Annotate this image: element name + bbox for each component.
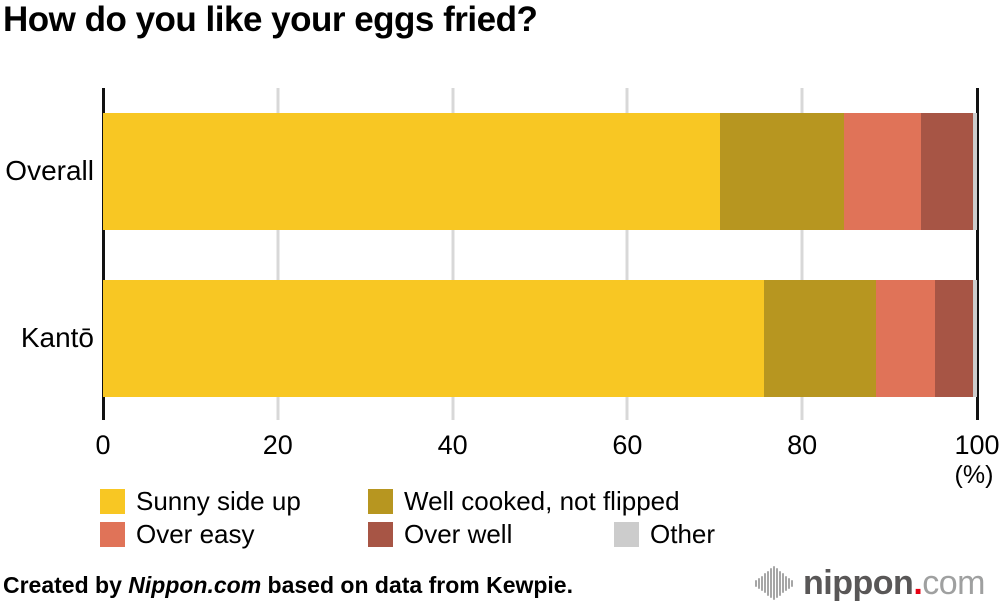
credit-source-text: Nippon.com bbox=[128, 572, 262, 598]
credit-prefix-text: Created by bbox=[3, 572, 129, 598]
wave-bar bbox=[776, 568, 779, 598]
x-tick-0: 0 bbox=[95, 430, 111, 460]
wave-bar bbox=[758, 577, 761, 589]
wave-bar bbox=[767, 570, 770, 596]
gridline-20 bbox=[276, 88, 280, 420]
legend-swatch bbox=[100, 489, 125, 514]
legend-swatch bbox=[368, 489, 393, 514]
wave-bar bbox=[761, 575, 764, 591]
legend-swatch bbox=[614, 522, 639, 547]
x-tick-80: 80 bbox=[787, 430, 818, 460]
x-tick-60: 60 bbox=[612, 430, 643, 460]
legend-item-over-well: Over well bbox=[368, 519, 512, 550]
wave-bar bbox=[791, 579, 794, 587]
logo-text: nippon.com bbox=[803, 561, 985, 605]
chart-title: How do you like your eggs fried? bbox=[3, 0, 538, 39]
legend-swatch bbox=[368, 522, 393, 547]
legend-label: Over well bbox=[404, 519, 513, 549]
legend-label: Well cooked, not flipped bbox=[404, 486, 680, 516]
x-tick-40: 40 bbox=[437, 430, 468, 460]
segment-over-easy bbox=[875, 280, 936, 397]
segment-well-cooked-not-flipped bbox=[720, 113, 845, 230]
segment-sunny-side-up bbox=[103, 280, 764, 397]
nippon-logo: nippon.com bbox=[755, 561, 985, 605]
legend-item-sunny-side-up: Sunny side up bbox=[100, 486, 301, 517]
legend-label: Over easy bbox=[136, 519, 255, 549]
credit-suffix-text: based on data from Kewpie. bbox=[261, 572, 573, 598]
legend-item-well-cooked-not-flipped: Well cooked, not flipped bbox=[368, 486, 680, 517]
plot-area bbox=[102, 88, 979, 420]
segment-well-cooked-not-flipped bbox=[763, 280, 876, 397]
wave-bar bbox=[773, 566, 776, 600]
logo-dot: . bbox=[913, 564, 923, 602]
wave-bar bbox=[779, 570, 782, 596]
wave-bar bbox=[782, 573, 785, 593]
segment-other bbox=[973, 280, 977, 397]
x-tick-100: 100 bbox=[954, 430, 1000, 460]
legend-item-over-easy: Over easy bbox=[100, 519, 255, 550]
bar-kant bbox=[103, 280, 977, 397]
y-label-overall: Overall bbox=[5, 155, 94, 186]
y-label-kant: Kantō bbox=[20, 322, 94, 353]
segment-over-well bbox=[935, 280, 974, 397]
legend-item-other: Other bbox=[614, 519, 715, 550]
wave-bar bbox=[755, 579, 758, 587]
segment-over-well bbox=[921, 113, 974, 230]
logo-com-text: com bbox=[922, 564, 985, 602]
segment-over-easy bbox=[844, 113, 922, 230]
wave-bar bbox=[785, 575, 788, 591]
legend-swatch bbox=[100, 522, 125, 547]
wave-bar bbox=[770, 568, 773, 598]
segment-sunny-side-up bbox=[103, 113, 721, 230]
right-boundary-line bbox=[976, 88, 979, 420]
gridline-40 bbox=[451, 88, 455, 420]
logo-nippon-text: nippon bbox=[803, 564, 914, 602]
gridline-80 bbox=[800, 88, 804, 420]
wave-bar bbox=[788, 577, 791, 589]
x-axis-tick-labels: 0 20 40 60 80 100 bbox=[95, 430, 999, 464]
footer-credit: Created by Nippon.com based on data from… bbox=[3, 572, 573, 599]
sound-wave-icon bbox=[755, 561, 794, 605]
percent-unit-label: (%) bbox=[954, 461, 994, 489]
legend-label: Sunny side up bbox=[136, 486, 301, 516]
segment-other bbox=[973, 113, 977, 230]
x-tick-20: 20 bbox=[262, 430, 293, 460]
legend-label: Other bbox=[650, 519, 716, 549]
wave-bar bbox=[764, 573, 767, 593]
gridline-60 bbox=[625, 88, 629, 420]
bar-overall bbox=[103, 113, 977, 230]
y-axis-line bbox=[102, 88, 105, 420]
